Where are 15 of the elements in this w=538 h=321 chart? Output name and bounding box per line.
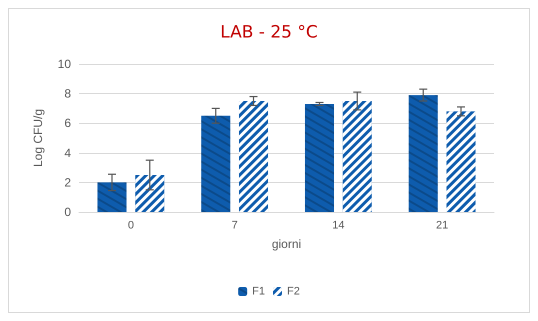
x-tick-label: 7	[232, 220, 238, 232]
x-tick-label: 0	[128, 220, 134, 232]
x-axis-title: giorni	[272, 237, 302, 251]
y-tick-label: 6	[64, 116, 72, 130]
y-tick-label: 0	[64, 205, 72, 219]
x-tick-label: 14	[332, 220, 344, 232]
legend-label: F1	[252, 286, 266, 298]
x-tick-label: 21	[436, 220, 448, 232]
chart-title: LAB - 25 °C	[220, 22, 318, 42]
y-axis-title: Log CFU/g	[31, 108, 45, 168]
legend-label: F2	[287, 286, 300, 298]
y-tick-label: 8	[64, 86, 72, 101]
y-tick-label: 2	[64, 175, 72, 190]
y-tick-label: 4	[64, 146, 72, 160]
y-tick-label: 10	[58, 57, 72, 71]
